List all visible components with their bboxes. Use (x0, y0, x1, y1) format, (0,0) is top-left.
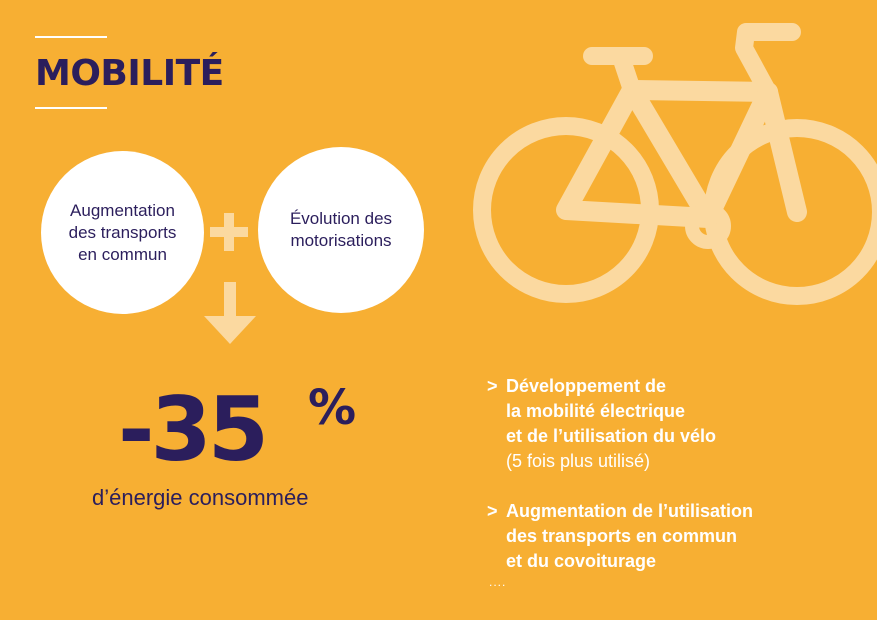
bullet-2-line-1: Augmentation de l’utilisation (506, 501, 753, 521)
bullet-electric-mobility: > Développement de la mobilité électriqu… (487, 374, 716, 474)
result-unit: % (308, 380, 357, 436)
bullet-marker: > (487, 501, 498, 521)
arrow-down-icon (204, 282, 256, 344)
circle-motorisations: Évolution des motorisations (258, 147, 424, 313)
circle-left-line-2: des transports (68, 222, 177, 242)
circle-left-line-1: Augmentation (70, 200, 175, 220)
circle-public-transport: Augmentation des transports en commun (41, 151, 204, 314)
bicycle-icon (473, 23, 877, 305)
ellipsis: .... (489, 575, 507, 589)
bullet-2-line-2: des transports en commun (506, 526, 738, 546)
bottom-rule (35, 107, 107, 109)
plus-icon (210, 213, 248, 251)
bullet-1-line-3: et de l’utilisation du vélo (506, 426, 717, 446)
result-value: -35 (118, 378, 269, 481)
bullet-1-line-2: la mobilité électrique (506, 401, 686, 421)
circle-right-line-2: motorisations (290, 231, 392, 250)
bullet-marker: > (487, 376, 498, 396)
bullet-1-line-1: Développement de (506, 376, 667, 396)
circle-left-line-3: en commun (78, 244, 167, 264)
top-rule (35, 36, 107, 38)
bullet-1-note: (5 fois plus utilisé) (506, 451, 651, 471)
result-caption: d’énergie consommée (92, 485, 309, 510)
page-title: MOBILITÉ (35, 53, 224, 94)
bullet-public-transport: > Augmentation de l’utilisation des tran… (487, 499, 753, 574)
circle-right-line-1: Évolution des (289, 209, 393, 228)
bullet-2-line-3: et du covoiturage (506, 551, 657, 571)
